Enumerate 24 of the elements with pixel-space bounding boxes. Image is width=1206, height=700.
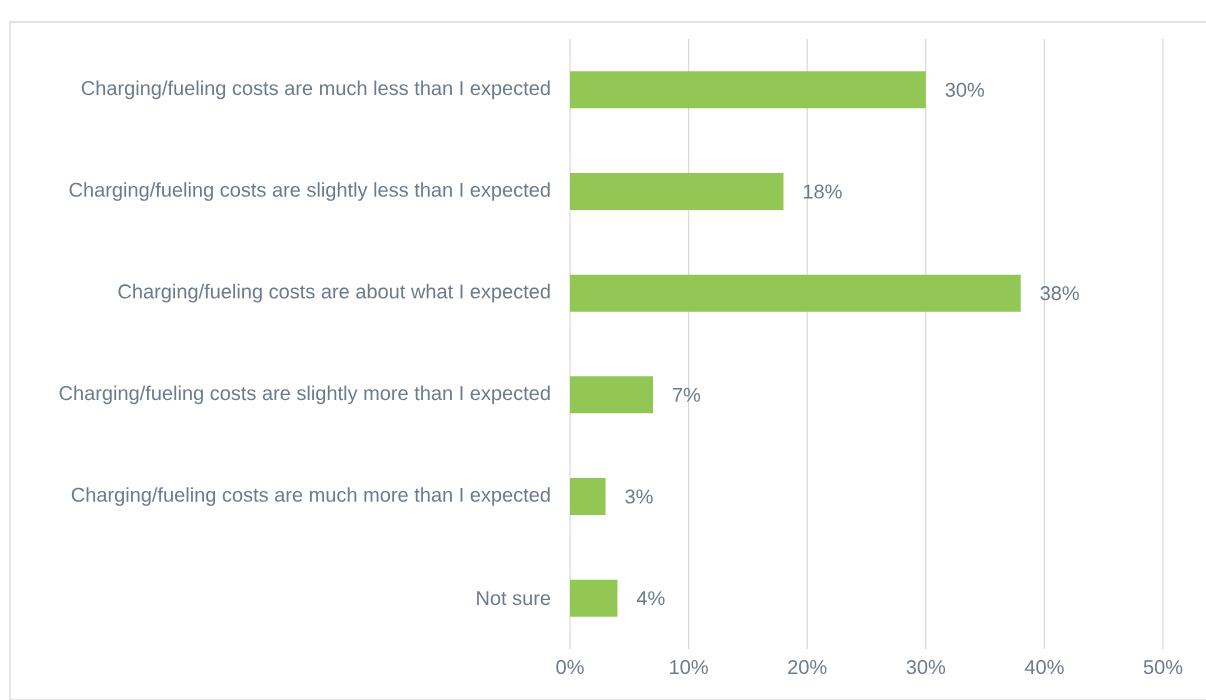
x-tick-label: 0%: [556, 659, 584, 675]
x-tick-label: 30%: [906, 659, 946, 675]
y-tick-label: Charging/fueling costs are much less than I expected: [81, 80, 550, 100]
y-tick-label: Charging/fueling costs are about what I expected: [118, 283, 550, 303]
x-tick-label: 10%: [670, 659, 708, 675]
bar: [570, 478, 606, 516]
data-label: 30%: [945, 82, 985, 97]
bar: [570, 173, 784, 211]
data-label: 7%: [672, 387, 701, 402]
bar: [570, 71, 926, 109]
x-tick-label: 20%: [788, 659, 827, 675]
data-label: 3%: [625, 489, 653, 504]
bar: [570, 579, 618, 617]
data-label: 18%: [803, 184, 842, 199]
y-tick-label: Charging/fueling costs are slightly more than I expected: [59, 385, 550, 405]
bar: [570, 376, 654, 414]
y-tick-label: Charging/fueling costs are much more than I expected: [71, 487, 550, 506]
y-tick-label: Charging/fueling costs are slightly less than I expected: [69, 182, 550, 201]
y-tick-label: Not sure: [477, 591, 551, 606]
x-tick-label: 50%: [1143, 659, 1183, 675]
data-label: 38%: [1040, 286, 1079, 301]
x-tick-label: 40%: [1024, 659, 1064, 675]
bar: [570, 274, 1021, 312]
data-label: 4%: [636, 591, 665, 606]
